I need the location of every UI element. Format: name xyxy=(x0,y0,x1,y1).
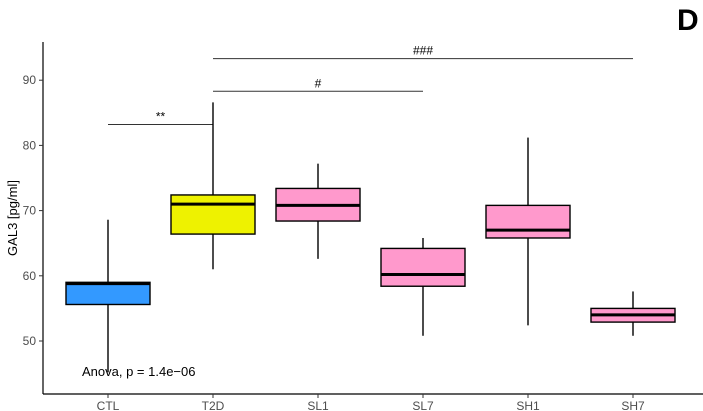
box-body xyxy=(485,204,571,239)
x-tick-label: SH7 xyxy=(621,399,645,411)
y-tick-label: 90 xyxy=(23,73,37,87)
y-axis-label: GAL3 [pg/ml] xyxy=(5,180,20,256)
y-tick-label: 50 xyxy=(23,334,37,348)
significance-brackets: **#### xyxy=(108,44,633,126)
boxes-layer xyxy=(65,102,676,373)
box-body xyxy=(170,194,256,235)
box-sl7 xyxy=(380,237,466,336)
box-sh1 xyxy=(485,137,571,326)
y-tick-label: 60 xyxy=(23,269,37,283)
x-tick-label: SL1 xyxy=(307,399,329,411)
panel-label: D xyxy=(677,4,699,37)
box-sh7 xyxy=(590,291,676,336)
significance-label: ### xyxy=(413,44,433,58)
y-tick-label: 70 xyxy=(23,204,37,218)
box-t2d xyxy=(170,102,256,270)
box-body xyxy=(65,281,151,306)
y-axis-ticks: 50 60 70 80 90 xyxy=(23,73,43,348)
anova-annotation: Anova, p = 1.4e−06 xyxy=(82,364,195,379)
box-body xyxy=(380,247,466,287)
x-tick-label: SL7 xyxy=(412,399,434,411)
box-sl1 xyxy=(275,163,361,259)
x-tick-label: T2D xyxy=(202,399,225,411)
significance-label: # xyxy=(315,76,322,90)
significance-label: ** xyxy=(156,110,166,124)
x-tick-label: SH1 xyxy=(516,399,540,411)
y-tick-label: 80 xyxy=(23,138,37,152)
box-ctl xyxy=(65,219,151,373)
x-axis-ticks: CTL T2D SL1 SL7 SH1 SH7 xyxy=(97,394,645,411)
x-tick-label: CTL xyxy=(97,399,120,411)
